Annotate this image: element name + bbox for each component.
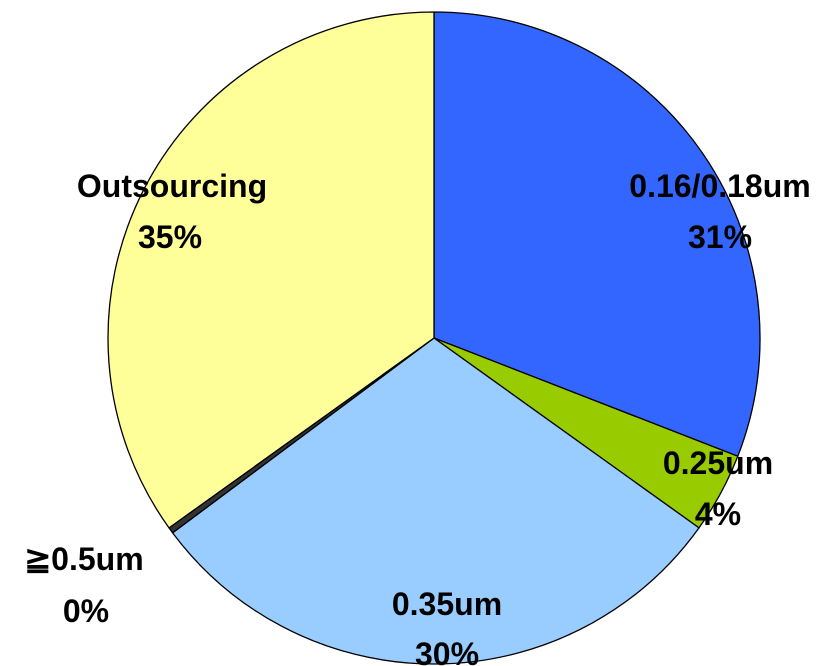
pie-slice-2 [171, 337, 700, 665]
slice-label-0.5um-and-above: ≧0.5um [24, 541, 143, 577]
slice-label-outsourcing: Outsourcing [77, 168, 267, 204]
slice-percent-outsourcing: 35% [138, 219, 202, 255]
slice-percent-0.35um: 30% [415, 636, 479, 666]
slice-label-0.16-0.18um: 0.16/0.18um [629, 168, 810, 204]
pie-slice-0 [433, 11, 761, 457]
slice-percent-0.16-0.18um: 31% [688, 219, 752, 255]
pie-slice-4 [107, 11, 435, 529]
slice-label-0.35um: 0.35um [392, 586, 502, 622]
slice-percent-0.25um: 4% [695, 496, 741, 532]
slice-percent-0.5um-and-above: 0% [63, 593, 109, 629]
slice-label-0.25um: 0.25um [663, 445, 773, 481]
pie-slices [107, 11, 761, 665]
